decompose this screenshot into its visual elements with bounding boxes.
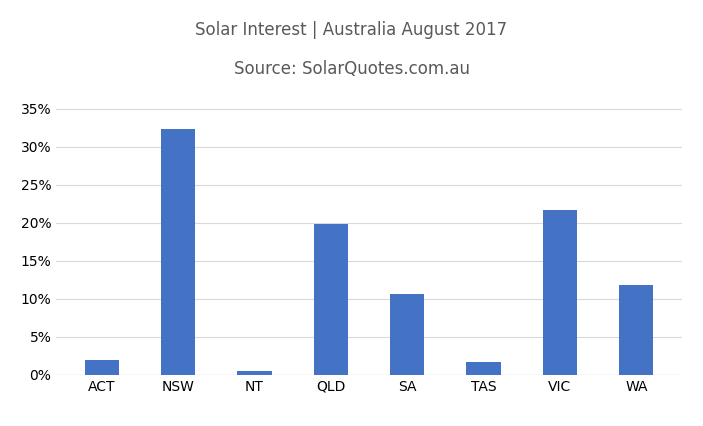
Bar: [619, 285, 654, 375]
Text: Solar Interest | Australia August 2017: Solar Interest | Australia August 2017: [195, 21, 508, 39]
Text: Source: SolarQuotes.com.au: Source: SolarQuotes.com.au: [233, 60, 470, 78]
Bar: [543, 210, 577, 375]
Bar: [84, 360, 119, 375]
Bar: [390, 294, 425, 375]
Bar: [466, 362, 501, 375]
Bar: [161, 130, 195, 375]
Bar: [238, 371, 272, 375]
Bar: [314, 225, 348, 375]
